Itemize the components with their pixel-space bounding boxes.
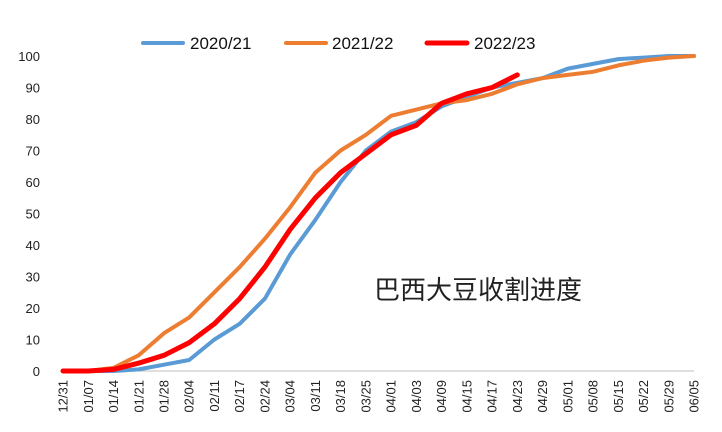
y-tick-label: 60 <box>26 175 40 190</box>
x-tick-label: 01/14 <box>106 380 121 413</box>
x-tick-label: 03/11 <box>308 380 323 412</box>
y-tick-label: 0 <box>33 364 40 379</box>
x-tick-label: 05/15 <box>611 380 626 413</box>
y-tick-label: 20 <box>26 301 40 316</box>
x-tick-label: 02/17 <box>232 380 247 413</box>
x-tick-label: 05/01 <box>560 380 575 413</box>
y-tick-label: 40 <box>26 238 40 253</box>
series-line-2020-21 <box>61 54 696 373</box>
y-tick-label: 100 <box>18 49 40 64</box>
x-tick-label: 05/08 <box>586 380 601 413</box>
x-tick-label: 04/15 <box>459 380 474 413</box>
y-tick-label: 70 <box>26 144 40 159</box>
legend: 2020/21 2021/22 2022/23 <box>141 34 535 53</box>
series-line-2022-23 <box>60 72 520 374</box>
axes: 0 10 20 30 40 50 60 70 80 90 100 12/31 01/07 01/14 01/… <box>18 49 701 413</box>
x-tick-label: 04/17 <box>485 380 500 413</box>
x-tick-label: 12/31 <box>56 380 71 413</box>
x-tick-label: 02/11 <box>207 380 222 412</box>
x-tick-label: 01/21 <box>131 380 146 413</box>
series-line-2021-22 <box>61 54 696 373</box>
x-tick-label: 05/22 <box>636 380 651 413</box>
x-tick-label: 01/07 <box>81 380 96 413</box>
y-tick-label: 30 <box>26 270 40 285</box>
y-tick-label: 10 <box>26 333 40 348</box>
x-tick-label: 05/29 <box>661 380 676 413</box>
chart-annotation: 巴西大豆收割进度 <box>374 276 582 306</box>
series-layer <box>60 54 696 374</box>
x-tick-label: 03/25 <box>358 380 373 413</box>
x-tick-label: 04/29 <box>535 380 550 413</box>
legend-label: 2021/22 <box>332 34 393 53</box>
y-tick-label: 50 <box>26 207 40 222</box>
x-tick-label: 06/05 <box>687 380 702 413</box>
legend-label: 2022/23 <box>474 34 535 53</box>
x-tick-label: 04/01 <box>384 380 399 413</box>
x-tick-label: 03/18 <box>333 380 348 413</box>
x-tick-label: 02/24 <box>257 380 272 413</box>
x-tick-label: 04/23 <box>510 380 525 413</box>
x-tick-label: 02/04 <box>182 380 197 413</box>
legend-label: 2020/21 <box>190 34 251 53</box>
x-tick-label: 01/28 <box>157 380 172 413</box>
x-tick-label: 04/03 <box>409 380 424 413</box>
y-tick-label: 90 <box>26 81 40 96</box>
y-tick-label: 80 <box>26 112 40 127</box>
x-tick-label: 03/04 <box>283 380 298 413</box>
x-tick-label: 04/09 <box>434 380 449 413</box>
